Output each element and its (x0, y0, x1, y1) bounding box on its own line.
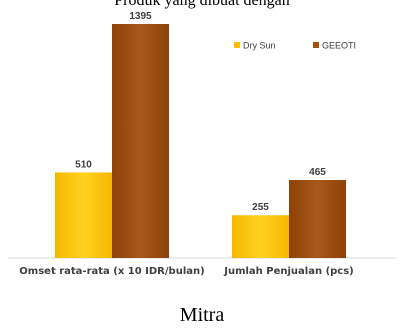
bar-geeoti-0 (112, 24, 169, 258)
bar-geeoti-1 (289, 180, 346, 258)
x-category-label: Jumlah Penjualan (pcs) (223, 266, 354, 277)
bar-value-label: 510 (75, 159, 92, 170)
bar-value-label: 465 (309, 167, 326, 178)
legend-label: GEEOTI (322, 41, 356, 51)
x-category-label: Omset rata-rata (x 10 IDR/bulan) (19, 266, 204, 277)
legend-swatch-geeoti (313, 42, 319, 48)
figure-caption: Mitra (179, 304, 225, 326)
bar-value-label: 255 (252, 202, 269, 213)
top-cutoff-text: Produk yang dibuat dengan (114, 0, 290, 9)
bar-dry-sun-0 (55, 172, 112, 258)
legend: Dry Sun GEEOTI (234, 41, 356, 51)
legend-swatch-dry-sun (234, 42, 240, 48)
legend-label: Dry Sun (243, 41, 276, 51)
bar-dry-sun-1 (232, 215, 289, 258)
bar-chart: 510 1395 255 465 Omset rata-rata (x 10 IDR/… (8, 11, 396, 277)
bar-value-label: 1395 (129, 11, 152, 22)
